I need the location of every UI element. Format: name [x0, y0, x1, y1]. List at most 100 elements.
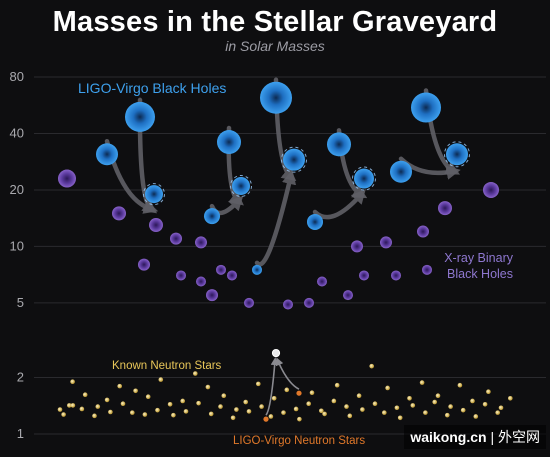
- ligo-black-hole-point: [283, 148, 305, 171]
- neutron-star-point: [193, 371, 198, 376]
- xray-binary-point: [417, 225, 429, 238]
- neutron-star-point: [498, 405, 504, 411]
- ligo-black-hole-point: [411, 92, 441, 123]
- ligo-neutron-star-point: [296, 390, 302, 396]
- xray-binary-point: [170, 232, 182, 245]
- merger-arrow: [254, 169, 297, 267]
- neutron-star-point: [334, 382, 340, 388]
- xray-binary-point: [196, 276, 206, 287]
- y-tick-label: 1: [17, 426, 24, 441]
- ligo-black-hole-point: [217, 130, 241, 155]
- series-label-ligo-neutron-stars: LIGO-Virgo Neutron Stars: [233, 435, 365, 447]
- merger-arrow: [265, 357, 279, 416]
- remnant-ring: [281, 146, 307, 173]
- ligo-black-hole-point: [145, 185, 163, 204]
- neutron-star-point: [246, 409, 252, 414]
- remnant-ring: [352, 166, 376, 191]
- ligo-black-hole-point: [327, 132, 351, 157]
- neutron-star-point: [221, 393, 227, 399]
- xray-binary-point: [206, 289, 218, 302]
- neutron-star-point: [180, 398, 185, 404]
- ligo-black-hole-point: [307, 213, 323, 230]
- ligo-neutron-star-remnant: [271, 348, 281, 358]
- neutron-star-point: [70, 403, 76, 408]
- chart-title: Masses in the Stellar Graveyard: [52, 6, 498, 38]
- neutron-star-point: [218, 404, 223, 409]
- neutron-star-point: [120, 401, 126, 407]
- neutron-star-point: [61, 412, 66, 417]
- ligo-black-hole-point: [390, 160, 412, 183]
- neutron-star-point: [445, 412, 450, 418]
- xray-binary-point: [58, 169, 76, 188]
- ligo-black-hole-point: [232, 176, 250, 195]
- neutron-star-point: [394, 405, 400, 411]
- ligo-black-hole-point: [204, 208, 220, 225]
- series-label-ligo-black-holes: LIGO-Virgo Black Holes: [78, 80, 226, 96]
- xray-binary-point: [438, 201, 452, 216]
- neutron-star-point: [268, 414, 274, 419]
- neutron-star-point: [423, 410, 428, 415]
- watermark-name: 外空网: [498, 429, 540, 445]
- merger-arrow: [275, 357, 300, 390]
- chart-subtitle: in Solar Masses: [225, 38, 325, 54]
- neutron-star-point: [142, 412, 148, 417]
- neutron-star-point: [95, 404, 101, 409]
- xray-binary-point: [244, 297, 254, 308]
- neutron-star-point: [385, 385, 390, 391]
- ligo-black-hole-point: [125, 101, 155, 132]
- neutron-star-point: [284, 387, 290, 393]
- xray-binary-point: [227, 270, 237, 281]
- neutron-star-point: [158, 377, 164, 382]
- neutron-star-point: [410, 403, 416, 408]
- neutron-star-point: [297, 416, 302, 422]
- neutron-star-point: [183, 409, 189, 414]
- xray-binary-point: [149, 218, 163, 233]
- series-label-known-neutron-stars: Known Neutron Stars: [112, 360, 222, 372]
- xray-binary-point: [380, 236, 392, 249]
- xray-binary-point: [112, 206, 126, 221]
- xray-binary-point: [195, 236, 207, 249]
- neutron-star-point: [82, 392, 88, 397]
- neutron-star-point: [155, 407, 160, 413]
- neutron-star-point: [271, 395, 277, 401]
- y-tick-label: 2: [17, 370, 24, 385]
- neutron-star-point: [397, 415, 403, 421]
- series-labels: LIGO-Virgo Black Holes X-ray Binary Black …: [78, 80, 514, 447]
- neutron-star-point: [486, 389, 491, 395]
- neutron-star-point: [79, 406, 85, 412]
- neutron-star-point: [104, 397, 110, 403]
- neutron-star-point: [460, 407, 466, 413]
- neutron-star-point: [344, 404, 349, 409]
- neutron-star-point: [309, 390, 315, 396]
- xray-binary-point: [304, 297, 314, 308]
- neutron-star-point: [57, 407, 63, 412]
- neutron-star-point: [331, 398, 337, 404]
- xray-binary-point: [216, 264, 226, 275]
- series-label-xray-line2: Black Holes: [447, 267, 513, 281]
- xray-binary-point: [283, 299, 293, 310]
- remnant-ring: [230, 174, 252, 197]
- neutron-star-point: [117, 383, 122, 389]
- xray-binary-point: [359, 270, 369, 281]
- neutron-star-point: [255, 381, 261, 387]
- ligo-neutron-star-point: [263, 416, 269, 422]
- neutron-star-point: [67, 403, 72, 408]
- remnant-ring: [444, 141, 470, 168]
- neutron-star-point: [167, 401, 173, 407]
- neutron-star-point: [230, 415, 236, 421]
- neutron-star-point: [145, 394, 151, 400]
- watermark-separator: |: [490, 429, 495, 445]
- neutron-star-point: [70, 379, 75, 385]
- neutron-star-point: [130, 410, 135, 415]
- neutron-star-point: [419, 380, 425, 385]
- y-tick-label: 5: [17, 295, 24, 310]
- y-axis: 1 2 5 10 20 40 80: [10, 69, 24, 441]
- neutron-star-point: [448, 404, 453, 409]
- remnant-ring: [143, 183, 165, 206]
- neutron-star-point: [457, 382, 463, 388]
- neutron-star-point: [356, 393, 362, 399]
- xray-binary-point: [422, 264, 432, 275]
- y-tick-label: 80: [10, 69, 24, 84]
- neutron-star-point: [435, 393, 441, 399]
- neutron-star-point: [205, 384, 211, 390]
